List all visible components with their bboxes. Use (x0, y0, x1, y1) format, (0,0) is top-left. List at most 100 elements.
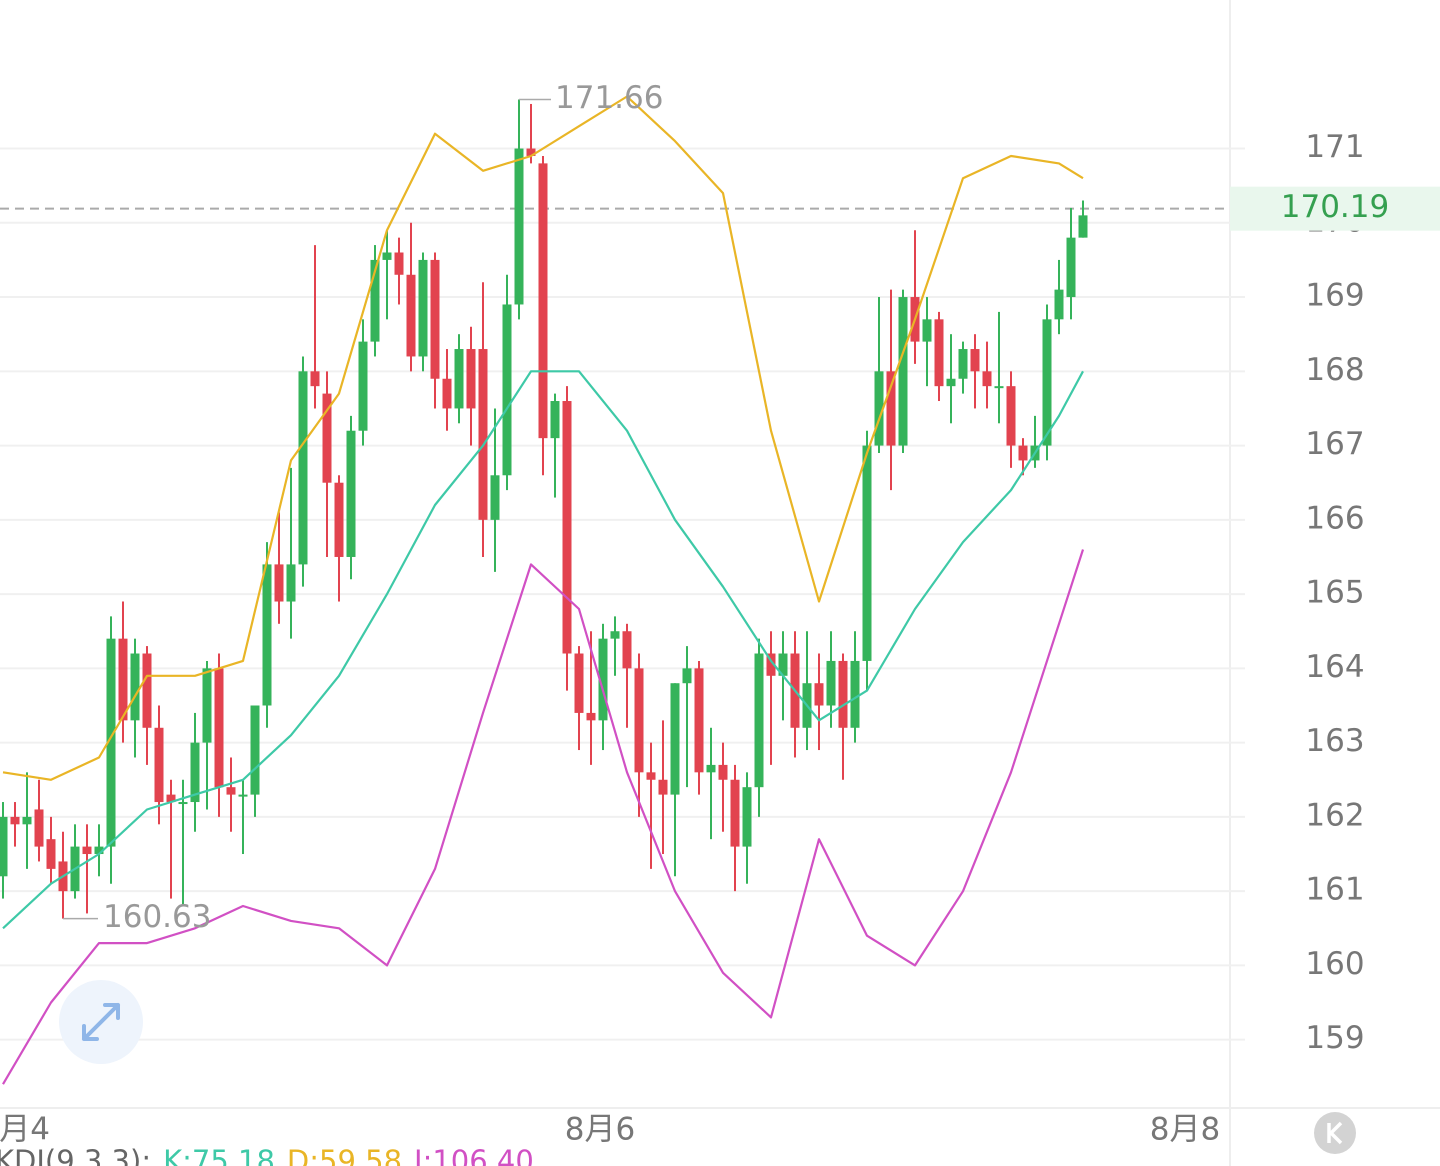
candle-body (754, 653, 764, 788)
candle (46, 816, 56, 884)
y-tick-label: 163 (1305, 723, 1364, 759)
low-label: 160.63 (103, 899, 211, 935)
candle (394, 237, 404, 305)
candle (358, 319, 368, 446)
y-tick-label: 160 (1305, 946, 1364, 982)
candle-body (46, 839, 56, 869)
candle-body (10, 816, 20, 825)
expand-icon[interactable] (59, 980, 143, 1064)
candle (706, 727, 716, 840)
candle (898, 289, 908, 454)
candle-body (538, 163, 548, 439)
indicator-value: K:75.18 (163, 1144, 275, 1166)
candle-body (1006, 386, 1016, 446)
candle (850, 631, 860, 743)
candle (1006, 371, 1016, 468)
k-glyph (1327, 1121, 1343, 1145)
candle (886, 289, 896, 491)
candle-body (562, 401, 572, 654)
k-circle[interactable] (1314, 1112, 1356, 1154)
candle (226, 757, 236, 832)
candle (442, 349, 452, 431)
candle-body (634, 668, 644, 773)
last-price-box (1230, 186, 1440, 231)
candle (1066, 207, 1076, 320)
band-line (2, 95, 1084, 781)
candle (574, 646, 584, 751)
candle (1018, 438, 1028, 476)
candle-body (646, 772, 656, 780)
candle-body (202, 668, 212, 743)
candle (766, 631, 776, 765)
candle (370, 245, 380, 357)
candle-body (178, 802, 188, 805)
candle (646, 742, 656, 869)
candle-body (334, 482, 344, 557)
candle-body (670, 683, 680, 795)
candle-body (502, 304, 512, 476)
candle-body (526, 148, 536, 156)
high-label: 171.66 (555, 80, 663, 116)
candle (10, 802, 20, 847)
candle-body (370, 259, 380, 342)
candle (322, 371, 332, 557)
candle (718, 742, 728, 832)
candle-body (262, 564, 272, 706)
candle-body (154, 727, 164, 803)
candle-body (250, 705, 260, 795)
candle-body (118, 638, 128, 721)
candle (202, 660, 212, 810)
candle (526, 103, 536, 164)
y-tick-label: 162 (1305, 797, 1364, 833)
candle-body (454, 349, 464, 409)
candle-body (406, 274, 416, 357)
y-tick-label: 167 (1305, 426, 1364, 462)
y-tick-label: 165 (1305, 575, 1364, 611)
candle-body (610, 631, 620, 639)
candle (694, 660, 704, 795)
candle-body (1042, 319, 1052, 446)
y-tick-label: 161 (1305, 872, 1364, 908)
candle (1078, 200, 1088, 238)
candle-body (238, 794, 248, 797)
indicator-value: D:59.58 (287, 1144, 402, 1166)
y-tick-label: 166 (1305, 500, 1364, 536)
candle-body (322, 393, 332, 483)
candle (0, 802, 8, 899)
candle (466, 326, 476, 446)
x-tick-label: 8月6 (565, 1112, 635, 1148)
x-tick-label: 8月8 (1150, 1112, 1220, 1148)
candle-body (970, 349, 980, 372)
candle (418, 252, 428, 372)
candle-body (838, 660, 848, 728)
candle-body (574, 653, 584, 713)
candle (946, 334, 956, 424)
k-button[interactable] (1314, 1112, 1356, 1154)
candle (730, 764, 740, 892)
candle-body (442, 378, 452, 409)
candle-body (22, 816, 32, 825)
candle-body (0, 816, 8, 877)
candle (658, 720, 668, 855)
candle-body (958, 349, 968, 379)
candle (490, 408, 500, 572)
candle (622, 623, 632, 728)
candle (754, 638, 764, 817)
candle-body (466, 349, 476, 409)
candle-body (274, 564, 284, 602)
y-tick-label: 159 (1305, 1020, 1364, 1056)
candle (334, 475, 344, 602)
candle (670, 683, 680, 877)
candle (634, 653, 644, 817)
candle (166, 779, 176, 899)
x-tick-label: 月4 (0, 1112, 50, 1148)
candle-body (346, 430, 356, 557)
candle-body (430, 259, 440, 379)
candle (238, 779, 248, 855)
candle (118, 601, 128, 743)
candle (862, 430, 872, 691)
candle (538, 155, 548, 476)
candle (742, 772, 752, 884)
candle (274, 512, 284, 624)
candle-body (82, 846, 92, 855)
